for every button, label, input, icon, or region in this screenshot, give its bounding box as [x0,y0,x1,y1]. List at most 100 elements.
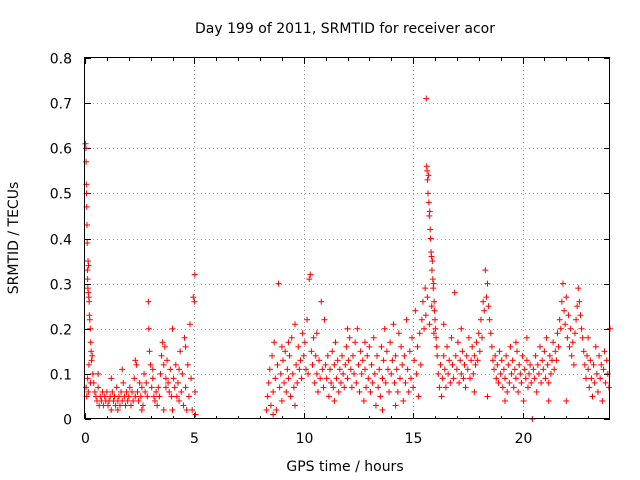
data-point [131,375,138,382]
data-point [348,384,355,391]
data-points [82,95,613,422]
data-point [576,298,583,305]
data-point [84,240,91,247]
data-point [458,370,465,377]
data-point [406,348,413,355]
data-point [358,370,365,377]
data-point [591,379,598,386]
data-point [376,366,383,373]
data-point [146,348,153,355]
data-point [304,316,311,323]
data-point [512,339,519,346]
data-point [479,334,486,341]
data-point [176,397,183,404]
data-point [509,357,516,364]
data-point [586,384,593,391]
data-point [580,348,587,355]
data-point [436,384,443,391]
data-point [113,384,120,391]
data-point [518,379,525,386]
data-point [579,334,586,341]
data-point [88,357,95,364]
data-point [281,379,288,386]
data-point [424,294,431,301]
data-point [180,402,187,409]
data-point [118,388,125,395]
data-point [375,384,382,391]
data-point [380,357,387,364]
data-point [435,370,442,377]
data-point [600,366,607,373]
data-point [507,343,514,350]
data-point [316,357,323,364]
data-point [153,388,160,395]
data-point [351,370,358,377]
data-point [449,361,456,368]
data-point [191,271,198,278]
data-point [132,393,139,400]
data-point [324,352,331,359]
data-point [362,339,368,346]
data-point [602,379,609,386]
data-point [563,294,570,301]
data-point [545,379,552,386]
data-point [142,388,149,395]
data-point [460,375,467,382]
data-point [152,397,158,404]
data-point [305,370,312,377]
y-tick-label: 0.5 [50,187,72,203]
data-point [276,384,283,391]
data-point [155,384,162,391]
data-point [331,397,338,404]
data-point [329,348,336,355]
data-point [184,361,191,368]
data-point [405,388,412,395]
y-tick-label: 0.7 [50,97,72,113]
data-point [592,343,599,350]
data-point [177,348,184,355]
data-point [294,379,301,386]
data-point [302,366,309,373]
data-point [103,388,110,395]
data-point [301,339,308,346]
data-point [168,393,175,400]
data-point [512,375,519,382]
data-point [476,348,483,355]
data-point [263,406,270,413]
x-tick-label: 10 [296,431,314,447]
data-point [468,357,475,364]
data-point [283,388,290,395]
data-point [132,357,139,364]
data-point [85,388,92,395]
data-point [265,379,272,386]
data-point [108,406,115,413]
data-point [439,375,446,382]
data-point [157,370,164,377]
data-point [287,393,294,400]
data-point [108,375,115,382]
data-point [499,384,506,391]
data-point [290,384,297,391]
data-point [477,316,484,323]
data-point [145,298,152,305]
data-point [432,325,439,332]
data-point [369,379,376,386]
data-point [370,334,377,341]
data-point [419,298,426,305]
data-point [597,375,604,382]
data-point [541,348,548,355]
x-tick-label: 5 [190,431,199,447]
data-point [334,357,341,364]
data-point [489,357,496,364]
data-point [282,348,289,355]
data-point [523,334,530,341]
data-point [365,375,372,382]
data-point [510,384,517,391]
data-point [367,388,374,395]
data-point [428,303,435,310]
data-point [362,366,368,373]
data-point [584,352,591,359]
data-point [442,384,449,391]
data-point [423,95,430,102]
data-point [86,316,93,323]
